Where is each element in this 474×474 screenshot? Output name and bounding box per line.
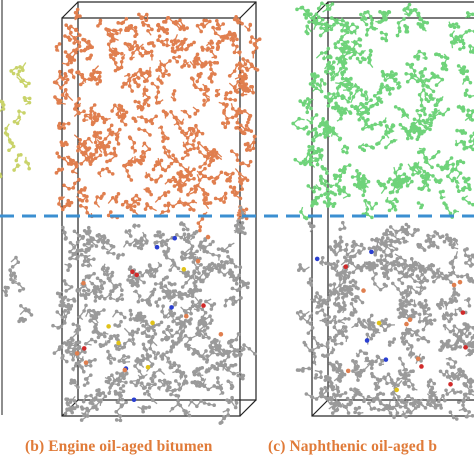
panel-a-bitumen-layer [2,255,34,324]
caption-panel-c: (c) Naphthenic oil-aged b [268,438,438,455]
panel-b-bitumen-layer [51,205,257,425]
panel-c-bitumen-layer [295,220,474,421]
panel-a-top-layer [0,62,32,179]
caption-panel-b: (b) Engine oil-aged bitumen [25,438,213,455]
panel-c-oil-layer [291,1,474,221]
panel-b-oil-layer [52,7,262,233]
panel-c-molecular-model [291,1,474,421]
panel-b-molecular-model [51,1,262,425]
panel-b-heteroatoms [74,234,224,403]
panel-c-heteroatoms [314,249,468,393]
panel-a-partial [0,0,34,415]
